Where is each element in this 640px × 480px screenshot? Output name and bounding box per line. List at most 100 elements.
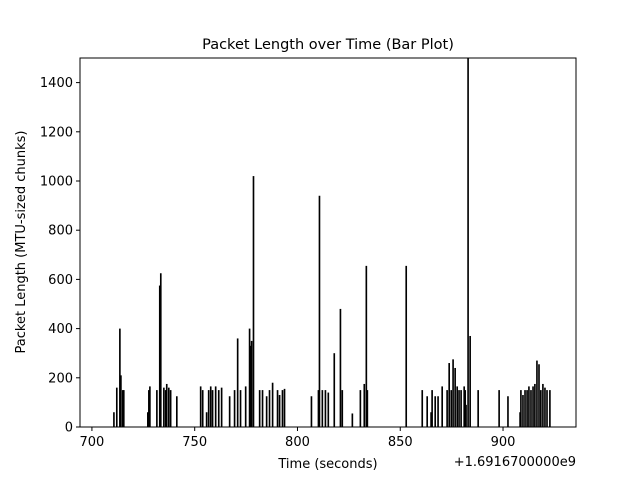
bar [248,328,251,427]
bar [469,335,471,427]
bar [167,387,170,427]
bar [281,390,284,427]
bar [333,353,336,427]
chart-title: Packet Length over Time (Bar Plot) [202,37,454,53]
bar [431,390,433,427]
bar [158,285,161,427]
y-tick-label: 800 [48,224,73,239]
bar [236,338,239,427]
bar [339,308,342,427]
bar [456,386,459,427]
bar [327,392,330,427]
bar [250,340,253,427]
bar [365,265,368,427]
bar [119,328,121,427]
bar [156,390,158,427]
bar [532,386,534,427]
bar [454,367,456,427]
bar [437,396,439,427]
bar [341,390,344,427]
y-tick-label: 0 [65,421,73,436]
bar [249,345,252,427]
y-tick-label: 400 [48,322,73,337]
bar [324,390,327,427]
bar [120,375,122,427]
bar [507,396,509,427]
bar [268,390,271,427]
bar [458,390,460,427]
bar [526,390,528,427]
y-tick-label: 1400 [40,76,73,91]
bar [546,390,548,427]
bar [233,390,236,427]
x-axis-label: Time (seconds) [277,457,377,472]
bar [524,390,526,427]
bar [467,58,469,427]
bar [261,390,264,427]
bar [540,390,542,427]
bar [351,413,354,427]
bar [121,390,124,427]
x-tick-label: 800 [285,435,310,450]
y-axis-label: Packet Length (MTU-sized chunks) [14,131,29,354]
bar [452,359,454,427]
bar [217,390,220,427]
bar [359,390,362,427]
x-offset-label: +1.6916700000e9 [454,455,576,470]
bar [239,390,242,427]
bar [542,383,544,427]
bar [175,396,178,427]
bar [530,390,532,427]
bar [201,390,204,427]
bar [405,265,408,427]
bar [265,396,268,427]
y-tick-label: 1200 [40,125,73,140]
bar [310,396,313,427]
bar [426,396,429,427]
bar [209,386,212,427]
bar [149,386,151,427]
bar [520,390,522,427]
bar [163,387,165,427]
bar [544,387,546,427]
y-tick-label: 1000 [40,175,73,190]
bar [450,390,453,427]
bar [207,390,210,427]
bar [211,390,214,427]
bar [276,390,279,427]
bar [477,390,479,427]
bar [430,412,432,427]
bar [164,390,167,427]
y-tick-label: 600 [48,273,73,288]
bar [283,388,286,427]
bar [220,387,223,427]
bar [498,390,500,427]
x-tick-label: 850 [388,435,413,450]
x-tick-label: 750 [182,435,207,450]
bar [147,412,149,427]
bar [538,364,540,427]
bar [169,390,172,427]
bar [244,386,247,427]
bar [434,396,437,427]
bar [519,412,521,427]
bar [321,390,324,427]
bar [271,382,274,427]
y-tick-label: 200 [48,371,73,386]
bar [366,390,369,427]
bar [122,390,125,427]
bar [258,390,261,427]
bar [115,387,118,427]
bar [165,383,168,427]
bar [159,273,162,427]
bar [549,390,551,427]
bar [214,386,217,427]
bar [522,395,524,427]
bar [318,195,321,427]
bar [199,386,202,427]
bar [534,383,536,427]
bar [252,176,255,427]
bar [536,360,538,427]
bar [441,386,444,427]
